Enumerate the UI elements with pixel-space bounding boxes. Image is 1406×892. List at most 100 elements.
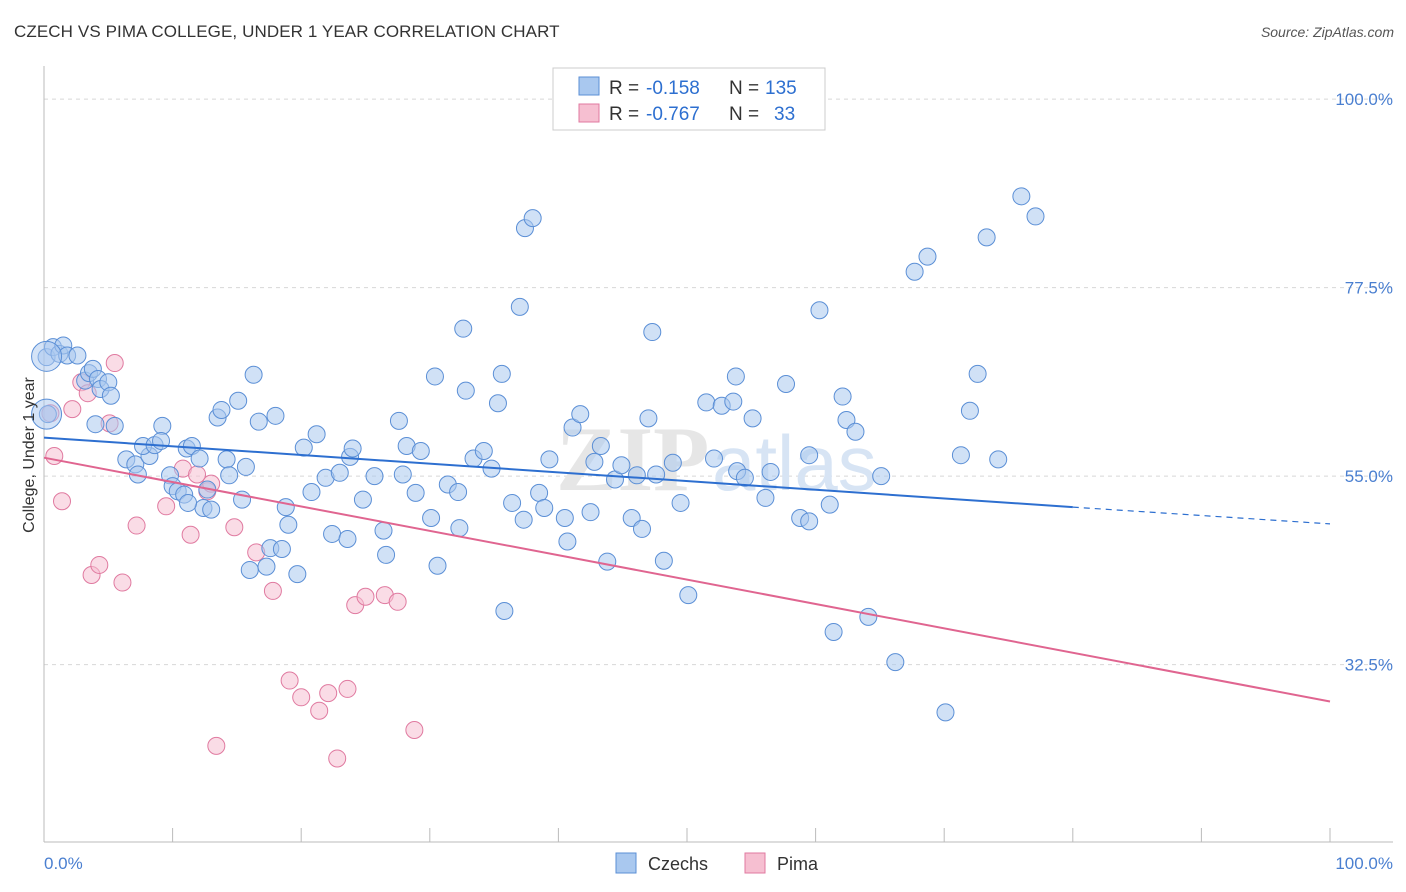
czech-point-69: [411, 442, 430, 460]
czech-point-118: [735, 468, 754, 487]
trend-lines: [43, 436, 1331, 703]
pima-point-18: [207, 736, 226, 755]
czech-point-74: [449, 483, 468, 502]
czech-point-66: [393, 465, 412, 484]
legend: R = -0.158 N = 135 R = -0.767 N = 33: [552, 67, 826, 131]
czech-point-52: [294, 438, 313, 457]
czech-point-92: [555, 509, 574, 528]
czech-trend-extension: [1072, 506, 1331, 525]
pima-point-11: [127, 516, 146, 535]
czech-point-94: [563, 418, 582, 437]
y-tick-label-2: 55.0%: [1345, 467, 1393, 486]
pima-point-26: [328, 749, 347, 768]
pima-point-24: [310, 701, 329, 720]
czech-point-64: [374, 521, 393, 540]
legend-r-value-czechs: -0.158: [646, 78, 700, 99]
czech-point-109: [663, 453, 682, 472]
czech-point-83: [495, 602, 514, 621]
czech-point-134: [886, 653, 905, 672]
czech-point-71: [425, 367, 444, 386]
watermark-zip: ZIP: [556, 408, 709, 510]
pima-point-23: [292, 688, 311, 707]
legend-swatch-pima: [578, 103, 600, 123]
czech-point-138: [951, 446, 970, 465]
source-label: Source: ZipAtlas.com: [1260, 24, 1394, 40]
czech-point-45: [257, 557, 276, 576]
czech-point-6: [68, 346, 87, 365]
bottom-legend-czechs: Czechs: [648, 854, 708, 874]
axes: [43, 66, 1393, 843]
bottom-legend-swatch-czechs: [615, 852, 637, 874]
pima-point-21: [263, 581, 282, 600]
czech-point-106: [643, 323, 662, 342]
y-tick-label-0: 100.0%: [1335, 90, 1393, 109]
czech-point-89: [530, 483, 549, 502]
legend-r-label-czechs: R =: [609, 78, 639, 99]
legend-n-label-pima: N =: [729, 104, 759, 125]
czech-point-129: [833, 387, 852, 406]
czech-point-119: [743, 409, 762, 428]
pima-point-19: [225, 518, 244, 537]
czech-point-128: [824, 622, 843, 641]
czech-point-56: [323, 524, 342, 543]
czech-point-57: [330, 463, 349, 482]
czech-point-36: [217, 450, 236, 469]
legend-r-label-pima: R =: [609, 104, 639, 125]
czech-point-51: [288, 565, 307, 584]
bottom-legend: Czechs Pima: [615, 852, 819, 874]
pima-point-32: [405, 720, 424, 739]
grid-lines: [44, 98, 1393, 666]
czech-point-50: [279, 515, 298, 534]
czech-point-88: [523, 209, 542, 228]
pima-point-25: [319, 684, 338, 703]
czech-point-139: [960, 401, 979, 420]
czech-point-15: [86, 415, 105, 434]
czech-point-101: [612, 456, 631, 475]
x-tick-label-0: 0.0%: [44, 854, 83, 873]
x-tick-labels: 0.0% 100.0%: [44, 854, 1393, 873]
czech-point-107: [647, 465, 666, 484]
czech-point-72: [428, 556, 447, 575]
czech-point-76: [456, 381, 475, 400]
czech-point-95: [571, 405, 590, 424]
czech-point-77: [450, 519, 469, 538]
czech-point-82: [488, 394, 507, 413]
czech-point-60: [343, 439, 362, 458]
pima-trend-line: [43, 456, 1331, 703]
pima-point-10: [113, 573, 132, 592]
czech-point-48: [272, 540, 291, 559]
czech-point-large-1: [31, 398, 63, 430]
czech-point-140: [968, 364, 987, 383]
czech-point-112: [697, 393, 716, 412]
x-tick-label-1: 100.0%: [1335, 854, 1393, 873]
czech-point-133: [872, 467, 891, 486]
czech-point-65: [389, 411, 408, 430]
y-tick-labels: 100.0% 77.5% 55.0% 32.5%: [1335, 90, 1393, 675]
czech-point-29: [190, 449, 209, 468]
legend-n-label-czechs: N =: [729, 78, 759, 99]
czech-point-68: [406, 483, 425, 502]
czech-point-120: [756, 488, 775, 507]
czech-point-144: [1026, 207, 1045, 226]
czech-point-22: [153, 416, 172, 435]
czech-point-44: [240, 560, 259, 579]
czech-point-142: [989, 450, 1008, 469]
pima-point-12: [157, 497, 176, 516]
pima-point-2: [53, 492, 72, 511]
czech-point-54: [307, 425, 326, 444]
czech-point-91: [540, 450, 559, 469]
czech-points: [31, 187, 1045, 722]
pima-point-31: [388, 592, 407, 611]
pima-point-22: [280, 671, 299, 690]
czech-point-126: [810, 301, 829, 320]
y-tick-label-3: 32.5%: [1345, 656, 1393, 675]
czech-point-33: [202, 500, 221, 519]
y-axis-label: College, Under 1 year: [21, 377, 38, 533]
legend-swatch-czechs: [578, 76, 600, 96]
pima-point-7: [90, 555, 109, 574]
czech-point-75: [454, 319, 473, 338]
czech-point-32: [179, 493, 198, 512]
czech-point-86: [514, 510, 533, 529]
czech-point-81: [492, 364, 511, 383]
